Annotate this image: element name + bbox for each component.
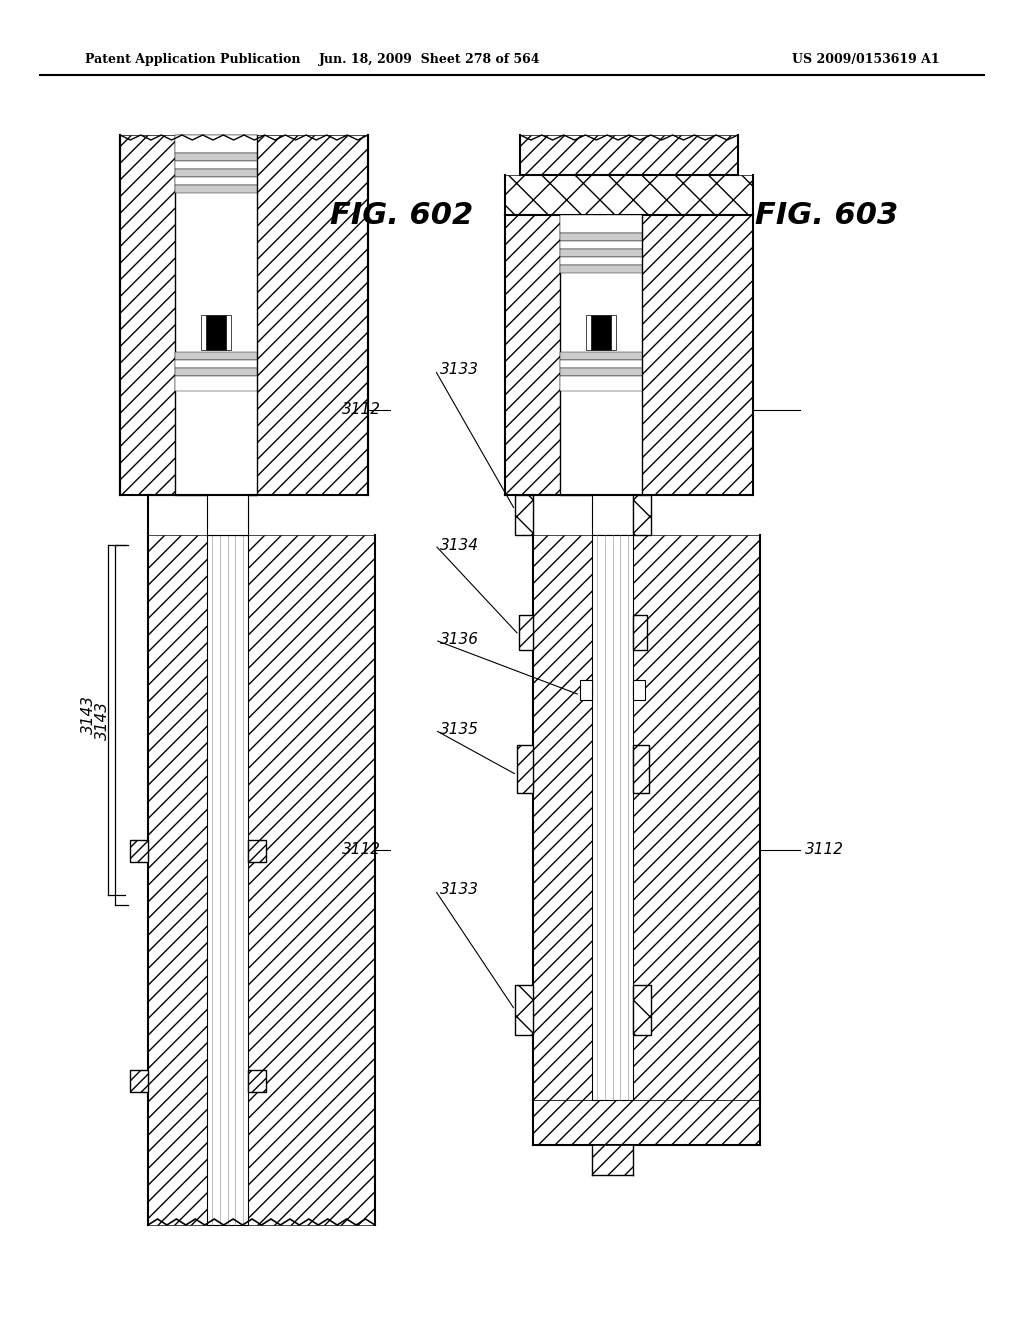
Bar	[175, 376, 257, 391]
Bar	[517, 744, 534, 793]
Bar	[207, 535, 248, 1225]
Bar	[175, 368, 257, 376]
Bar	[560, 215, 642, 234]
Text: FIG. 603: FIG. 603	[755, 201, 898, 230]
Text: 3135: 3135	[440, 722, 479, 738]
Bar	[520, 135, 738, 176]
Bar	[257, 135, 368, 495]
Bar	[560, 242, 642, 249]
Text: 3133: 3133	[440, 883, 479, 898]
Bar	[633, 985, 651, 1035]
Bar	[248, 1071, 266, 1092]
Text: 3143: 3143	[95, 701, 110, 739]
Bar	[248, 840, 266, 862]
Bar	[248, 535, 375, 1225]
Bar	[560, 376, 642, 391]
Bar	[560, 249, 642, 257]
Text: FIG. 602: FIG. 602	[330, 201, 473, 230]
Bar	[560, 215, 642, 495]
Bar	[534, 535, 592, 1100]
Bar	[175, 360, 257, 368]
Text: Patent Application Publication: Patent Application Publication	[85, 54, 300, 66]
Bar	[534, 1100, 760, 1144]
Bar	[560, 234, 642, 242]
Text: 3112: 3112	[805, 842, 844, 858]
Bar	[633, 680, 645, 700]
Bar	[175, 161, 257, 169]
Bar	[120, 135, 175, 495]
Bar	[560, 352, 642, 360]
Bar	[633, 615, 647, 649]
Bar	[226, 315, 231, 350]
Bar	[175, 185, 257, 193]
Bar	[586, 315, 591, 350]
Text: 3143: 3143	[81, 696, 95, 734]
Bar	[515, 495, 534, 535]
Bar	[642, 215, 753, 495]
Bar	[130, 840, 148, 862]
Bar	[560, 360, 642, 368]
Bar	[633, 744, 649, 793]
Bar	[592, 535, 633, 1100]
Bar	[592, 495, 633, 535]
Bar	[515, 495, 534, 535]
Bar	[175, 352, 257, 360]
Bar	[201, 315, 206, 350]
Bar	[148, 535, 207, 1225]
Bar	[633, 985, 651, 1035]
Bar	[519, 615, 534, 649]
Bar	[248, 1071, 266, 1092]
Text: 3133: 3133	[440, 363, 479, 378]
Bar	[175, 169, 257, 177]
Text: US 2009/0153619 A1: US 2009/0153619 A1	[793, 54, 940, 66]
Bar	[248, 840, 266, 862]
Bar	[633, 495, 651, 535]
Bar	[175, 135, 257, 153]
Bar	[560, 257, 642, 265]
Bar	[611, 315, 616, 350]
Bar	[517, 744, 534, 793]
Bar	[560, 368, 642, 376]
Bar	[207, 495, 248, 535]
Bar	[505, 176, 753, 215]
Bar	[130, 1071, 148, 1092]
Bar	[633, 615, 647, 649]
Bar	[560, 265, 642, 273]
Bar	[515, 985, 534, 1035]
Bar	[633, 535, 760, 1100]
Bar	[580, 680, 592, 700]
Text: Jun. 18, 2009  Sheet 278 of 564: Jun. 18, 2009 Sheet 278 of 564	[319, 54, 541, 66]
Bar	[633, 744, 649, 793]
Bar	[130, 1071, 148, 1092]
Text: 3136: 3136	[440, 632, 479, 648]
Bar	[175, 177, 257, 185]
Bar	[519, 615, 534, 649]
Text: 3134: 3134	[440, 537, 479, 553]
Text: 3112: 3112	[342, 403, 381, 417]
Bar	[633, 495, 651, 535]
Bar	[206, 315, 226, 350]
Bar	[591, 315, 611, 350]
Bar	[175, 135, 257, 495]
Bar	[130, 840, 148, 862]
Bar	[592, 1144, 633, 1175]
Bar	[175, 153, 257, 161]
Text: 3112: 3112	[342, 842, 381, 858]
Bar	[515, 985, 534, 1035]
Bar	[505, 215, 560, 495]
